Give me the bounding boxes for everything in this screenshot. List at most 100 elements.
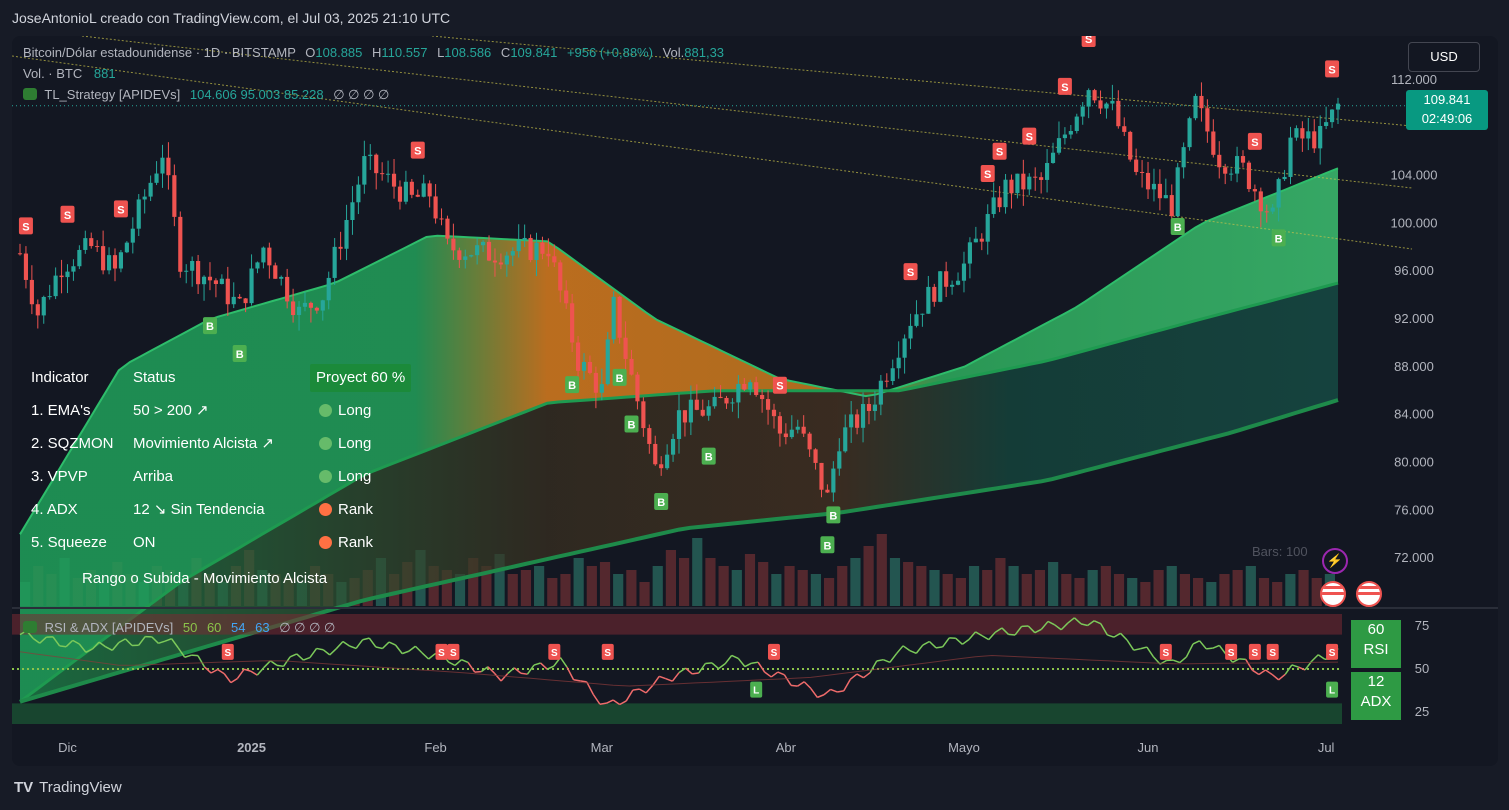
high-label: H (372, 45, 382, 60)
rsi-line-segment (335, 641, 344, 650)
rsi-line-segment (210, 668, 219, 674)
volume-bar (1272, 582, 1283, 606)
volume-bar (903, 562, 914, 606)
candle-body (961, 263, 967, 281)
volume-bar (599, 562, 611, 606)
candle-body (397, 186, 403, 202)
candle-body (789, 429, 794, 438)
x-tick-label: Mar (591, 740, 614, 755)
candle-body (415, 194, 420, 197)
candle-body (706, 406, 711, 416)
rsi-tick-label: 50 (1415, 661, 1429, 676)
candle-body (356, 184, 361, 203)
candle-body (807, 433, 812, 450)
candle-body (1312, 131, 1317, 149)
sell-signal-marker (1022, 127, 1037, 145)
row-signal: Long (319, 397, 371, 425)
candle-body (587, 361, 593, 373)
candle-body (1318, 125, 1323, 149)
candle-body (730, 402, 735, 404)
candle-body (1169, 195, 1174, 217)
candle-body (219, 278, 224, 284)
candle-body (201, 276, 207, 285)
candle-body (760, 394, 765, 400)
rsi-line-segment (1212, 644, 1220, 649)
candle-body (575, 342, 581, 371)
candle-body (712, 396, 717, 407)
candle-body (795, 426, 800, 430)
candle-body (112, 255, 118, 269)
candle-body (1080, 106, 1085, 117)
sell-signal-marker (1325, 60, 1340, 78)
us-flag-icon[interactable] (1320, 581, 1346, 607)
sell-signal-marker (113, 200, 128, 218)
row-signal: Rank (319, 496, 373, 524)
rsi-line-segment (480, 666, 489, 673)
rsi-line-segment (975, 631, 983, 637)
rsi-line-segment (217, 668, 225, 675)
volume-bar (718, 566, 729, 606)
volume-bar (863, 546, 874, 606)
rsi-line-segment (1251, 669, 1260, 676)
ema-200-line (19, 281, 1339, 703)
buy-signal-marker-label: B (568, 380, 576, 392)
rsi-line-segment (1080, 623, 1088, 627)
volume-bar (494, 554, 505, 606)
candle-body (1045, 163, 1050, 180)
lightning-icon[interactable]: ⚡ (1322, 548, 1348, 574)
currency-button[interactable]: USD (1408, 42, 1480, 72)
candle-body (908, 325, 913, 339)
volume-bar (995, 558, 1006, 606)
rsi-line-segment (606, 699, 614, 704)
volume-bar (1113, 574, 1125, 606)
chart-caption: JoseAntonioL creado con TradingView.com,… (12, 10, 451, 26)
panel-footer: Rango o Subida - Movimiento Alcista (82, 570, 328, 587)
rsi-line-segment (1265, 669, 1273, 676)
rsi-line-segment (863, 672, 871, 679)
volume-bar (1048, 562, 1059, 606)
candle-body (427, 183, 432, 197)
volume-bar (679, 558, 690, 606)
panel-header: Indicator Status Proyect 60 % (23, 364, 423, 392)
rsi-sell-marker (1159, 643, 1172, 660)
rsi-line-segment (138, 636, 146, 646)
rsi-line-segment (632, 688, 640, 691)
row-status: Arriba (133, 468, 174, 485)
rsi-sell-marker (1248, 643, 1261, 660)
us-flag-icon[interactable] (1356, 581, 1382, 607)
tradingview-footer[interactable]: TV TradingView (14, 779, 122, 796)
candle-body (184, 270, 189, 272)
candle-body (47, 296, 52, 298)
row-status: 12 ↘ Sin Tendencia (133, 501, 265, 518)
candle-body (926, 286, 931, 314)
rsi-sell-marker-label: S (551, 648, 558, 659)
candle-body (1335, 103, 1341, 110)
rsi-line-segment (401, 650, 410, 655)
footer-brand: TradingView (39, 779, 122, 796)
candle-body (59, 275, 64, 278)
candle-body (896, 357, 901, 369)
sell-signal-marker (903, 263, 918, 281)
row-status: Movimiento Alcista ↗ (133, 435, 274, 452)
rsi-line-segment (751, 661, 759, 664)
candle-body (955, 280, 961, 285)
candle-body (451, 238, 456, 251)
candle-body (23, 253, 29, 280)
candle-body (825, 489, 830, 493)
price-chart[interactable]: 112.000 104.000 100.000 96.000 92.000 88.000 8… (12, 36, 1498, 766)
chart-frame[interactable]: 112.000 104.000 100.000 96.000 92.000 88.000 8… (12, 36, 1498, 766)
rsi-line-segment (1291, 664, 1299, 668)
candle-body (1329, 109, 1335, 123)
candle-body (89, 238, 94, 247)
candle-body (106, 255, 112, 271)
low-value: 108.586 (444, 45, 492, 60)
adx-value-badge: 12 ADX (1351, 672, 1401, 720)
candle-body (142, 196, 147, 200)
candle-body (1092, 90, 1097, 101)
candle-body (296, 306, 302, 316)
candle-body (41, 296, 46, 316)
candle-body (819, 462, 824, 490)
volume-bar (1021, 574, 1032, 606)
candle-body (581, 361, 587, 371)
rsi-line-segment (922, 640, 930, 646)
